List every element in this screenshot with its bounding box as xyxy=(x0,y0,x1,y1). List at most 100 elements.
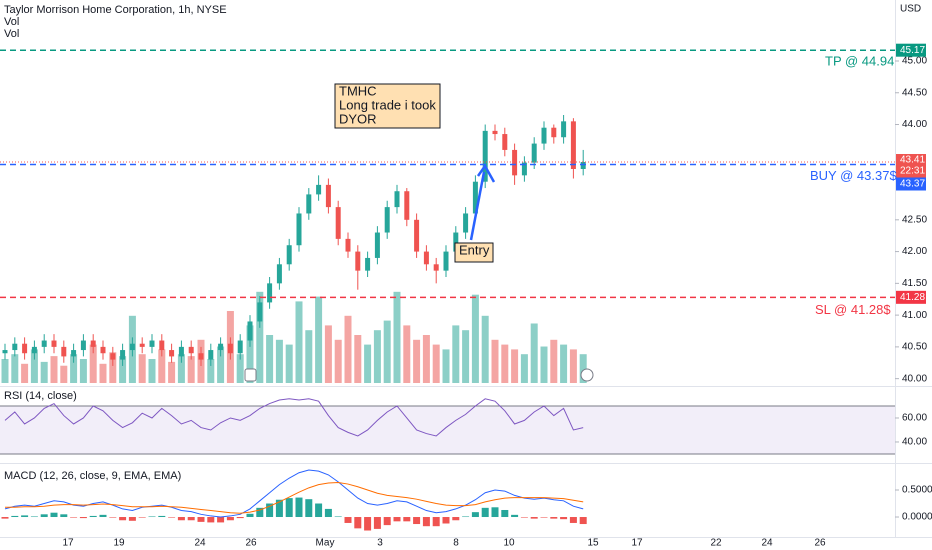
volume-bar xyxy=(442,349,450,383)
x-tick-label: May xyxy=(316,538,335,549)
candle-body xyxy=(61,346,67,357)
currency: USD xyxy=(900,4,921,15)
candle-body xyxy=(41,340,47,347)
annotation-text: Entry xyxy=(459,242,490,257)
symbol-title: Taylor Morrison Home Corporation, 1h, NY… xyxy=(4,4,227,16)
histogram-bar xyxy=(285,498,293,518)
volume-bar xyxy=(30,349,38,383)
volume-bar xyxy=(275,339,283,383)
x-tick-label: 8 xyxy=(453,538,459,549)
volume-bar xyxy=(422,335,430,383)
candle-body xyxy=(512,149,518,176)
histogram-bar xyxy=(393,517,401,522)
candle-body xyxy=(316,184,322,195)
vol-label: Vol xyxy=(4,28,19,40)
volume-bar xyxy=(432,344,440,383)
histogram-bar xyxy=(520,517,528,518)
histogram-bar xyxy=(11,515,19,518)
histogram-bar xyxy=(550,517,558,519)
histogram-bar xyxy=(413,517,421,525)
histogram-bar xyxy=(305,499,313,518)
volume-bar xyxy=(89,344,97,383)
candle-body xyxy=(198,353,204,360)
volume-bar xyxy=(21,363,29,383)
x-tick-label: 15 xyxy=(587,538,599,549)
candle-body xyxy=(492,130,498,135)
candle-body xyxy=(2,350,8,354)
y-tick-label: 44.00 xyxy=(902,119,927,130)
volume-bar xyxy=(471,294,479,383)
vol-label: Vol xyxy=(4,16,19,28)
candle-body xyxy=(463,213,469,233)
y-tick-label: 0.0000 xyxy=(902,512,932,523)
histogram-bar xyxy=(226,517,234,521)
last-price-label: 43.41 xyxy=(900,155,925,166)
volume-bar xyxy=(393,291,401,383)
volume-bar xyxy=(334,339,342,383)
entry-arrowhead xyxy=(476,163,496,183)
candle-body xyxy=(169,350,175,357)
candle-body xyxy=(453,232,459,252)
volume-bar xyxy=(324,325,332,383)
volume-bar xyxy=(148,359,156,383)
volume-bar xyxy=(364,344,372,383)
candle-body xyxy=(345,238,351,252)
y-tick-label: 44.50 xyxy=(902,87,927,98)
histogram-bar xyxy=(138,517,146,518)
candle-body xyxy=(286,245,292,265)
candle-body xyxy=(247,321,253,341)
last-price-badge xyxy=(896,154,926,179)
volume-bar xyxy=(403,325,411,383)
histogram-bar xyxy=(148,516,156,518)
candle-body xyxy=(31,346,37,354)
candle-body xyxy=(296,213,302,246)
y-tick-label: 40.00 xyxy=(902,437,927,448)
volume-bar xyxy=(236,354,244,383)
candle-body xyxy=(110,353,116,360)
candle-body xyxy=(227,343,233,354)
y-tick-label: 40.00 xyxy=(902,373,927,384)
candle-body xyxy=(551,127,557,138)
volume-bar xyxy=(383,320,391,383)
candle-body xyxy=(51,340,57,347)
candle-body xyxy=(257,302,263,322)
candle-body xyxy=(541,127,547,144)
volume-bar xyxy=(11,354,19,383)
histogram-bar xyxy=(89,515,97,518)
annotation-box xyxy=(334,83,441,129)
x-tick-label: 19 xyxy=(113,538,125,549)
x-tick-label: 17 xyxy=(631,538,643,549)
histogram-bar xyxy=(168,517,176,518)
signal-line xyxy=(5,481,584,514)
candle-body xyxy=(188,346,194,354)
candle-body xyxy=(531,143,537,163)
candle-body xyxy=(423,251,429,265)
annotation-text: TMHC xyxy=(339,83,377,98)
candle-body xyxy=(365,257,371,271)
candle-body xyxy=(414,219,420,252)
x-tick-label: 24 xyxy=(761,538,773,549)
volume-bar xyxy=(168,361,176,383)
x-tick-label: 26 xyxy=(814,538,826,549)
candle-body xyxy=(306,194,312,214)
candle-body xyxy=(325,184,331,208)
volume-bar xyxy=(354,335,362,383)
volume-bar xyxy=(177,354,185,383)
annotation-box xyxy=(454,242,494,263)
y-tick-label: 41.00 xyxy=(902,310,927,321)
candle-body xyxy=(433,264,439,271)
x-tick-label: 17 xyxy=(62,538,74,549)
histogram-bar xyxy=(432,517,440,527)
y-tick-label: 40.50 xyxy=(902,342,927,353)
volume-bar xyxy=(511,349,519,383)
y-tick-label: 0.5000 xyxy=(902,485,932,496)
x-tick-label: 26 xyxy=(245,538,257,549)
level-text: BUY @ 43.37$ xyxy=(810,168,897,183)
x-tick-label: 3 xyxy=(377,538,383,549)
histogram-bar xyxy=(383,517,391,526)
histogram-bar xyxy=(187,517,195,521)
candle-body xyxy=(394,191,400,208)
volume-bar xyxy=(70,354,78,383)
